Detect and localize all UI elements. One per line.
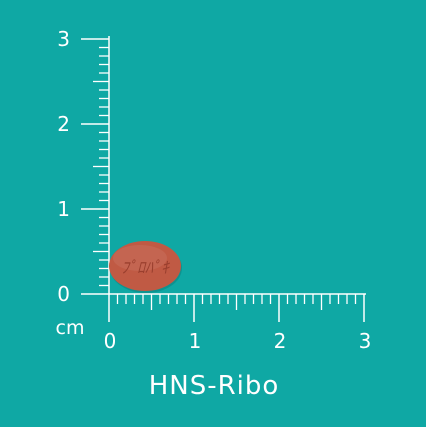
ruler: 0 1 2 3 0 1 2 3 cm xyxy=(56,27,372,353)
x-label-3: 3 xyxy=(359,329,372,353)
unit-label: cm xyxy=(56,317,85,339)
y-label-2: 2 xyxy=(57,112,70,136)
horizontal-ruler-ticks xyxy=(108,294,365,322)
y-label-1: 1 xyxy=(57,197,70,221)
x-label-1: 1 xyxy=(189,329,202,353)
pill-imprint: ﾌﾟﾛﾊﾟｷ xyxy=(121,258,170,277)
x-label-2: 2 xyxy=(274,329,287,353)
y-label-3: 3 xyxy=(57,27,70,51)
x-label-0: 0 xyxy=(104,329,117,353)
y-label-0: 0 xyxy=(57,282,70,306)
pill-body xyxy=(109,241,181,291)
pill-tablet: ﾌﾟﾛﾊﾟｷ xyxy=(109,241,182,293)
vertical-ruler-ticks xyxy=(81,38,109,295)
pill-sheen xyxy=(113,245,167,271)
product-name: HNS-Ribo xyxy=(149,371,280,401)
